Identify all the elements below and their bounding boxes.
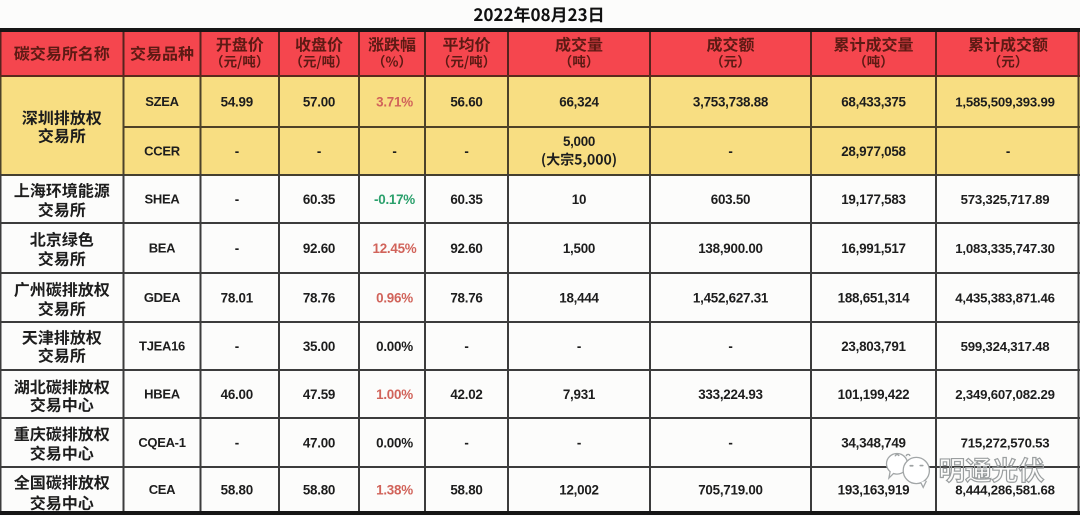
svg-text:193,163,919: 193,163,919 (838, 483, 910, 498)
svg-text:-: - (235, 144, 239, 159)
svg-text:333,224.93: 333,224.93 (698, 387, 763, 402)
svg-text:188,651,314: 188,651,314 (838, 291, 911, 306)
svg-text:47.00: 47.00 (303, 436, 335, 451)
svg-text:603.50: 603.50 (711, 192, 750, 207)
svg-text:46.00: 46.00 (221, 387, 253, 402)
svg-text:34,348,749: 34,348,749 (841, 436, 906, 451)
svg-text:12.45%: 12.45% (373, 241, 417, 256)
svg-text:CCER: CCER (144, 144, 181, 159)
svg-text:HBEA: HBEA (144, 387, 181, 402)
svg-text:-: - (728, 339, 732, 354)
svg-text:58.80: 58.80 (450, 483, 482, 498)
svg-text:573,325,717.89: 573,325,717.89 (961, 192, 1050, 207)
svg-text:CEA: CEA (149, 482, 176, 497)
svg-text:-: - (464, 144, 468, 159)
svg-text:56.60: 56.60 (450, 95, 482, 110)
svg-text:16,991,517: 16,991,517 (841, 241, 906, 256)
svg-text:-: - (235, 339, 239, 354)
svg-text:60.35: 60.35 (450, 192, 483, 207)
svg-text:7,931: 7,931 (563, 387, 596, 402)
svg-text:-: - (577, 436, 581, 451)
svg-text:101,199,422: 101,199,422 (838, 387, 910, 402)
svg-text:54.99: 54.99 (221, 95, 253, 110)
svg-text:1,500: 1,500 (563, 241, 595, 256)
svg-text:1.38%: 1.38% (376, 483, 413, 498)
svg-text:715,272,570.53: 715,272,570.53 (961, 436, 1050, 451)
svg-text:5,000: 5,000 (563, 134, 595, 149)
svg-text:19,177,583: 19,177,583 (841, 192, 906, 207)
svg-text:78.76: 78.76 (450, 291, 482, 306)
svg-text:-0.17%: -0.17% (374, 192, 415, 207)
svg-text:SZEA: SZEA (145, 94, 179, 109)
svg-text:1,585,509,393.99: 1,585,509,393.99 (955, 95, 1054, 110)
svg-text:23,803,791: 23,803,791 (841, 339, 906, 354)
svg-text:-: - (464, 436, 468, 451)
svg-text:28,977,058: 28,977,058 (841, 144, 906, 159)
svg-text:-: - (577, 339, 581, 354)
svg-text:GDEA: GDEA (144, 290, 181, 305)
svg-text:78.76: 78.76 (303, 291, 335, 306)
svg-text:92.60: 92.60 (303, 241, 335, 256)
svg-text:8,444,286,581.68: 8,444,286,581.68 (955, 483, 1054, 498)
svg-text:-: - (728, 436, 732, 451)
svg-text:-: - (728, 144, 732, 159)
svg-text:3,753,738.88: 3,753,738.88 (693, 95, 769, 110)
svg-text:SHEA: SHEA (145, 192, 181, 207)
svg-text:0.00%: 0.00% (376, 436, 413, 451)
svg-text:TJEA16: TJEA16 (139, 339, 185, 354)
svg-text:705,719.00: 705,719.00 (698, 483, 763, 498)
svg-text:35.00: 35.00 (303, 339, 335, 354)
svg-text:-: - (464, 339, 468, 354)
svg-text:78.01: 78.01 (221, 291, 254, 306)
svg-text:-: - (1006, 144, 1010, 159)
svg-text:92.60: 92.60 (450, 241, 482, 256)
svg-text:66,324: 66,324 (559, 95, 599, 110)
svg-text:12,002: 12,002 (559, 483, 598, 498)
svg-text:BEA: BEA (149, 241, 176, 256)
svg-text:0.96%: 0.96% (376, 291, 413, 306)
svg-text:58.80: 58.80 (221, 483, 253, 498)
svg-text:42.02: 42.02 (450, 387, 482, 402)
svg-text:138,900.00: 138,900.00 (698, 241, 763, 256)
svg-text:1.00%: 1.00% (376, 387, 413, 402)
svg-text:68,433,375: 68,433,375 (841, 95, 906, 110)
svg-text:3.71%: 3.71% (376, 95, 413, 110)
svg-text:58.80: 58.80 (303, 483, 335, 498)
svg-text:47.59: 47.59 (303, 387, 335, 402)
svg-text:599,324,317.48: 599,324,317.48 (961, 339, 1050, 354)
svg-text:60.35: 60.35 (303, 192, 336, 207)
svg-text:4,435,383,871.46: 4,435,383,871.46 (955, 291, 1054, 306)
svg-text:2,349,607,082.29: 2,349,607,082.29 (955, 387, 1054, 402)
svg-text:CQEA-1: CQEA-1 (138, 435, 185, 450)
svg-text:-: - (235, 436, 239, 451)
svg-text:10: 10 (572, 192, 586, 207)
svg-text:57.00: 57.00 (303, 95, 335, 110)
svg-text:-: - (317, 144, 321, 159)
svg-text:-: - (392, 144, 396, 159)
svg-text:1,083,335,747.30: 1,083,335,747.30 (955, 241, 1054, 256)
svg-text:18,444: 18,444 (559, 291, 599, 306)
svg-text:0.00%: 0.00% (376, 339, 413, 354)
svg-text:1,452,627.31: 1,452,627.31 (693, 291, 769, 306)
svg-text:-: - (235, 241, 239, 256)
svg-text:-: - (235, 192, 239, 207)
